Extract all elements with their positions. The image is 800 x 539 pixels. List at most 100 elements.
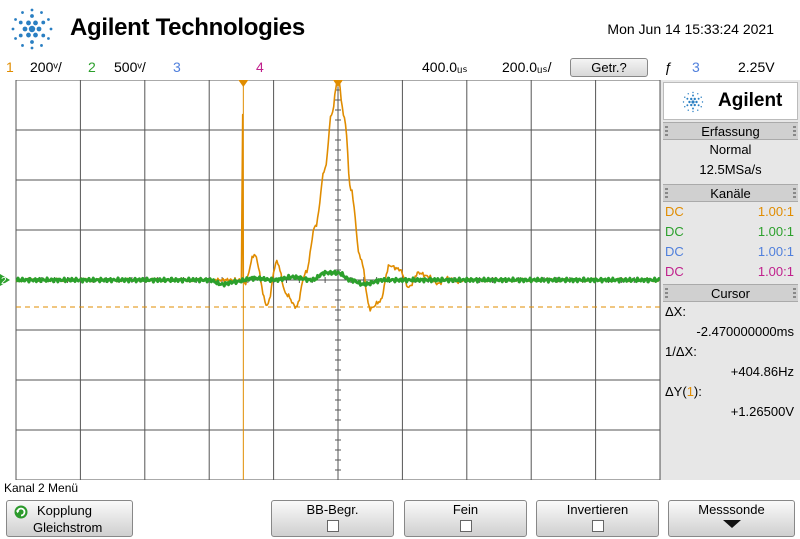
- ch4-coupling: DC: [665, 262, 684, 282]
- ch2-scale[interactable]: 500ᵛ/: [114, 59, 146, 75]
- acquisition-section-title: Erfassung: [663, 122, 798, 140]
- logo-dot: [701, 106, 702, 107]
- logo-dot: [692, 95, 694, 97]
- ch2-ratio: 1.00:1: [758, 222, 794, 242]
- channel-4-probe-row: DC 1.00:1: [661, 262, 800, 282]
- ch1-scale[interactable]: 200ᵛ/: [30, 59, 62, 75]
- logo-dot: [40, 44, 43, 47]
- delta-y-value-row: +1.26500V: [661, 402, 800, 422]
- ch3-ratio: 1.00:1: [758, 242, 794, 262]
- info-sidebar: Agilent Erfassung Normal 12.5MSa/s Kanäl…: [660, 80, 800, 480]
- channels-section-title: Kanäle: [663, 184, 798, 202]
- delta-y-label: ΔY(1):: [665, 382, 702, 402]
- delta-x-label: ΔX:: [665, 302, 686, 322]
- logo-dot: [688, 110, 689, 111]
- logo-dot: [694, 98, 696, 100]
- ground-marker-label: 2: [1, 276, 7, 287]
- datetime: Mon Jun 14 15:33:24 2021: [607, 21, 774, 37]
- logo-dot: [31, 47, 34, 50]
- logo-dot: [26, 21, 31, 26]
- logo-dot: [14, 18, 17, 21]
- logo-dot: [21, 11, 24, 14]
- ch3-coupling: DC: [665, 242, 684, 262]
- logo-dot: [701, 97, 702, 98]
- menu-title: Kanal 2 Menü: [4, 481, 78, 495]
- bandwidth-limit-softkey[interactable]: BB-Begr.: [271, 500, 394, 537]
- logo-dot: [686, 104, 688, 106]
- logo-dot: [30, 40, 34, 44]
- agilent-logo-icon: [6, 3, 58, 55]
- agilent-small-logo-icon: [680, 89, 706, 115]
- delta-y-label-row: ΔY(1):: [661, 382, 800, 402]
- channel-status-bar: 1 200ᵛ/ 2 500ᵛ/ 3 4 400.0ᵤₛ 200.0ᵤₛ/ Get…: [0, 58, 800, 78]
- logo-dot: [21, 44, 24, 47]
- logo-dot: [684, 97, 685, 98]
- channel-1-probe-row: DC 1.00:1: [661, 202, 800, 222]
- channel-3-probe-row: DC 1.00:1: [661, 242, 800, 262]
- waveform-display[interactable]: 2: [0, 80, 660, 480]
- acquisition-mode: Normal: [661, 140, 800, 160]
- channel-2-probe-row: DC 1.00:1: [661, 222, 800, 242]
- inverse-delta-x-label: 1/ΔX:: [665, 342, 697, 362]
- trigger-edge-icon: ƒ: [664, 59, 672, 75]
- logo-dot: [691, 100, 694, 103]
- ch2-coupling: DC: [665, 222, 684, 242]
- delta-y-value: +1.26500V: [731, 402, 794, 422]
- logo-dot: [694, 104, 696, 106]
- logo-dot: [19, 34, 23, 38]
- logo-dot: [695, 101, 697, 103]
- logo-dot: [33, 33, 38, 38]
- probe-softkey[interactable]: Messsonde: [668, 500, 795, 537]
- logo-dot: [40, 11, 43, 14]
- coupling-softkey[interactable]: Kopplung Gleichstrom: [6, 500, 133, 537]
- logo-dot: [690, 104, 692, 106]
- invert-label: Invertieren: [537, 502, 658, 517]
- logo-dot: [697, 93, 698, 94]
- logo-dot: [50, 28, 53, 31]
- cursor-section-title: Cursor: [663, 284, 798, 302]
- header: Agilent Technologies Mon Jun 14 15:33:24…: [0, 0, 800, 58]
- delta-x-value: -2.470000000ms: [696, 322, 794, 342]
- bandwidth-limit-checkbox[interactable]: [327, 520, 339, 532]
- logo-dot: [30, 14, 34, 18]
- sidebar-brand: Agilent: [663, 82, 798, 120]
- logo-dot: [692, 92, 693, 93]
- time-position[interactable]: 400.0ᵤₛ: [422, 59, 468, 76]
- logo-dot: [686, 98, 688, 100]
- logo-dot: [683, 101, 684, 102]
- logo-dot: [33, 21, 38, 26]
- trigger-status-button[interactable]: Getr.?: [570, 58, 648, 77]
- logo-dot: [41, 21, 45, 25]
- logo-dot: [692, 111, 693, 112]
- ch1-number[interactable]: 1: [6, 59, 14, 75]
- trigger-level[interactable]: 2.25V: [738, 59, 775, 75]
- ch4-ratio: 1.00:1: [758, 262, 794, 282]
- time-scale[interactable]: 200.0ᵤₛ/: [502, 59, 552, 76]
- invert-checkbox[interactable]: [592, 520, 604, 532]
- delta-x-value-row: -2.470000000ms: [661, 322, 800, 342]
- logo-dot: [29, 26, 35, 32]
- fine-softkey[interactable]: Fein: [404, 500, 527, 537]
- fine-checkbox[interactable]: [460, 520, 472, 532]
- ch1-ratio: 1.00:1: [758, 202, 794, 222]
- bandwidth-limit-label: BB-Begr.: [272, 502, 393, 517]
- brand-name: Agilent Technologies: [70, 14, 305, 42]
- coupling-label: Kopplung: [37, 503, 92, 518]
- logo-dot: [697, 110, 698, 111]
- inverse-delta-x-label-row: 1/ΔX:: [661, 342, 800, 362]
- ch2-number[interactable]: 2: [88, 59, 96, 75]
- rotate-knob-icon: [13, 504, 29, 520]
- logo-dot: [31, 9, 34, 12]
- logo-dot: [14, 37, 17, 40]
- ch4-number[interactable]: 4: [256, 59, 264, 75]
- waveform-graticule[interactable]: 2: [0, 80, 660, 480]
- logo-dot: [26, 33, 31, 38]
- logo-dot: [23, 27, 28, 32]
- logo-dot: [684, 106, 685, 107]
- trigger-channel[interactable]: 3: [692, 59, 700, 75]
- ch3-number[interactable]: 3: [173, 59, 181, 75]
- invert-softkey[interactable]: Invertieren: [536, 500, 659, 537]
- inverse-delta-x-value: +404.86Hz: [731, 362, 794, 382]
- fine-label: Fein: [405, 502, 526, 517]
- ch1-coupling: DC: [665, 202, 684, 222]
